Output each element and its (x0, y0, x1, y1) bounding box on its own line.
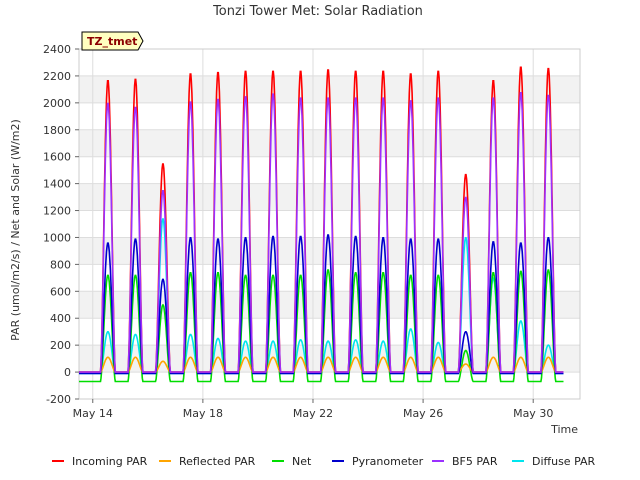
x-axis-ticks: May 14 May 18 May 22 May 26 May 30 (73, 399, 553, 420)
y-tick-label: 1200 (43, 205, 71, 218)
y-tick-label: 0 (64, 366, 71, 379)
legend-label: Diffuse PAR (532, 455, 596, 468)
series-layer (79, 66, 564, 383)
plot-frame (78, 48, 581, 400)
y-tick-label: 400 (50, 312, 71, 325)
site-label: TZ_tmet (87, 35, 137, 48)
y-tick-label: 800 (50, 258, 71, 271)
y-tick-label: 2400 (43, 43, 71, 56)
x-tick-label: May 14 (73, 407, 113, 420)
background-band (79, 210, 580, 238)
legend: Incoming PAR Reflected PAR Net Pyranometer B… (52, 455, 596, 468)
x-axis-label: Time (550, 423, 578, 436)
chart-title: Tonzi Tower Met: Solar Radiation (212, 4, 423, 19)
background-band (79, 372, 580, 399)
y-tick-label: 2200 (43, 70, 71, 83)
background-band (79, 183, 580, 211)
y-tick-label: 200 (50, 339, 71, 352)
y-tick-label: -200 (46, 393, 71, 406)
x-tick-label: May 18 (183, 407, 223, 420)
background-band (79, 291, 580, 319)
background-band (79, 49, 580, 76)
legend-label: Reflected PAR (179, 455, 256, 468)
y-tick-label: 1800 (43, 124, 71, 137)
background-band (79, 318, 580, 346)
legend-label: Net (292, 455, 312, 468)
y-tick-label: 1000 (43, 231, 71, 244)
x-tick-label: May 22 (293, 407, 333, 420)
y-tick-label: 600 (50, 285, 71, 298)
site-label-box: TZ_tmet (81, 31, 144, 51)
y-tick-label: 1400 (43, 178, 71, 191)
y-tick-label: 2000 (43, 97, 71, 110)
x-tick-label: May 30 (513, 407, 553, 420)
y-axis-label: PAR (umol/m2/s) / Net and Solar (W/m2) (9, 119, 22, 341)
y-tick-label: 1600 (43, 151, 71, 164)
series-line-net (79, 269, 564, 383)
site-label-shape (81, 31, 144, 51)
y-axis-ticks: -200 0 200 400 600 800 1000 1200 1400 1600 1800 200… (43, 43, 79, 406)
series-line-bf5-par (79, 92, 564, 373)
x-tick-label: May 26 (403, 407, 443, 420)
legend-label: Pyranometer (352, 455, 424, 468)
legend-label: Incoming PAR (72, 455, 148, 468)
legend-label: BF5 PAR (452, 455, 498, 468)
background-band (79, 156, 580, 184)
